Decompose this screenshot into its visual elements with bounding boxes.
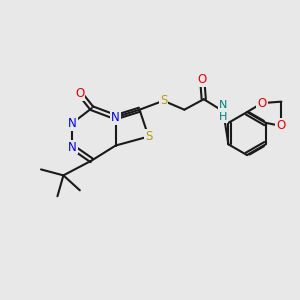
Text: N
H: N H	[219, 100, 227, 122]
Text: O: O	[75, 87, 85, 100]
Text: S: S	[160, 94, 167, 107]
Text: N: N	[68, 117, 77, 130]
Text: N: N	[111, 111, 120, 124]
Text: O: O	[257, 97, 267, 110]
Text: O: O	[198, 73, 207, 86]
Text: N: N	[68, 140, 77, 154]
Text: O: O	[276, 119, 285, 132]
Text: S: S	[145, 130, 152, 143]
